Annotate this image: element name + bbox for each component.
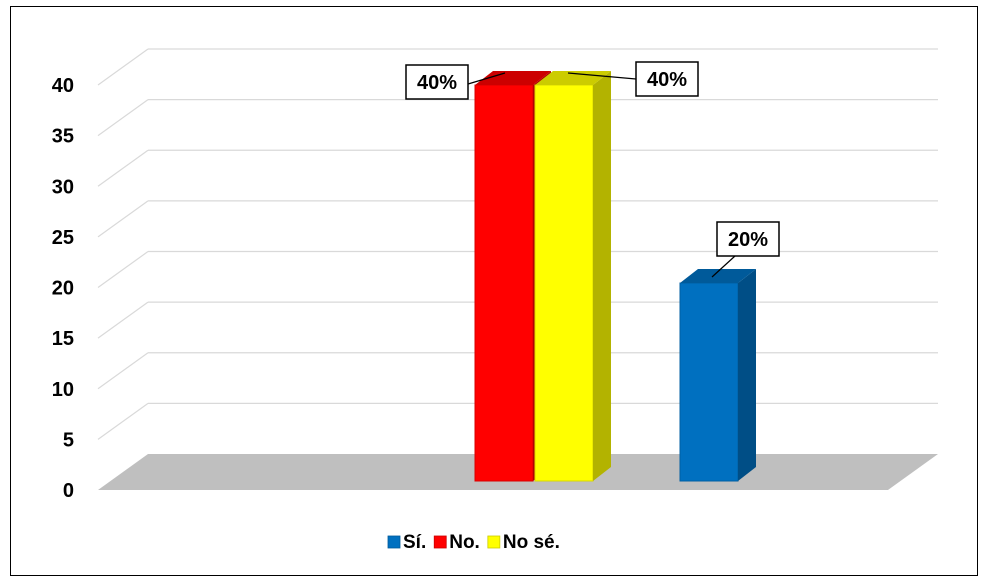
bar-top <box>475 71 551 85</box>
bar-s <box>679 282 739 482</box>
gridline-side <box>97 48 149 86</box>
bar-side <box>593 71 611 481</box>
y-tick-label: 5 <box>63 429 74 451</box>
data-label-box <box>716 221 780 257</box>
bar-side <box>738 269 756 481</box>
legend-label: Sí. <box>403 532 426 553</box>
y-tick-label: 0 <box>63 480 74 502</box>
data-label-box <box>635 61 699 97</box>
bar-nos <box>534 84 594 482</box>
bar-top <box>535 71 611 85</box>
y-axis: 0 5 10 15 20 25 30 35 40 <box>52 75 74 502</box>
data-labels: 40% 40% 20% <box>405 61 780 278</box>
y-tick-label: 25 <box>52 227 74 249</box>
y-tick-label: 10 <box>52 379 74 401</box>
data-label: 40% <box>647 69 687 91</box>
legend-swatch <box>487 535 501 549</box>
legend-label: No. <box>449 532 480 553</box>
y-tick-label: 35 <box>52 126 74 148</box>
gridline-side <box>97 251 149 288</box>
gridline-side <box>97 301 149 339</box>
gridline-side <box>97 402 149 440</box>
bar-no <box>474 84 534 482</box>
legend-swatch <box>387 535 401 549</box>
legend-swatch <box>433 535 447 549</box>
label-leader <box>711 255 736 278</box>
y-tick-label: 15 <box>52 328 74 350</box>
gridline-side <box>97 149 149 187</box>
gridline-side <box>97 352 149 390</box>
y-tick-label: 40 <box>52 75 74 97</box>
label-leader <box>567 72 637 80</box>
bar-top <box>680 269 756 283</box>
label-leader <box>467 72 506 85</box>
bars <box>474 71 756 482</box>
data-label: 40% <box>417 72 457 94</box>
gridline-side <box>97 200 149 238</box>
data-label: 20% <box>728 229 768 251</box>
legend: Sí. No. No sé. <box>387 532 560 553</box>
data-label-box <box>405 64 469 100</box>
legend-label: No sé. <box>503 532 560 553</box>
y-tick-label: 30 <box>52 176 74 198</box>
y-tick-label: 20 <box>52 278 74 300</box>
gridline-side <box>97 99 149 137</box>
